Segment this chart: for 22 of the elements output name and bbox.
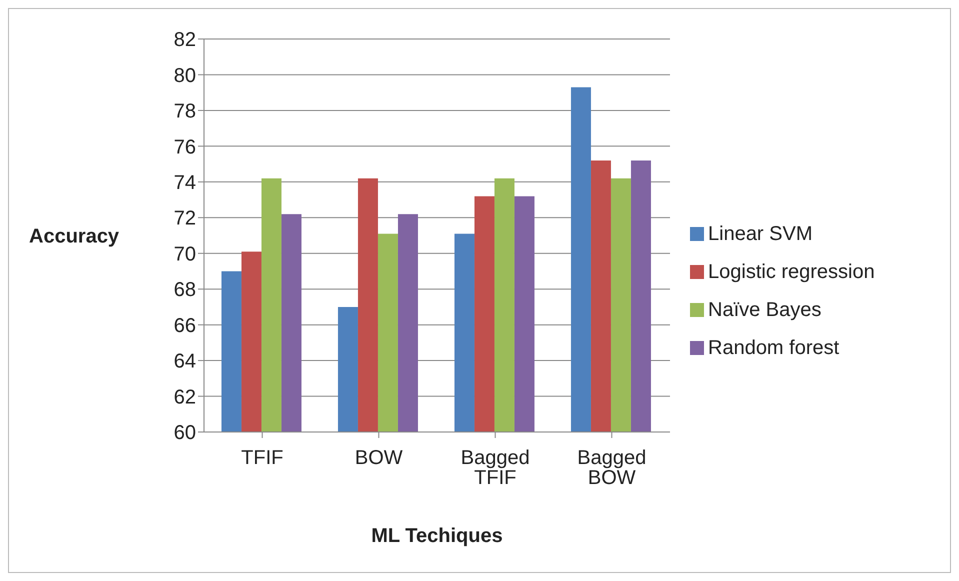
x-tick-label: TFIF bbox=[241, 447, 284, 470]
y-tick-label: 60 bbox=[174, 422, 196, 444]
y-tick-label: 82 bbox=[174, 29, 196, 52]
y-tick-label: 70 bbox=[174, 243, 196, 266]
y-tick-label: 62 bbox=[174, 386, 196, 408]
y-tick-label: 72 bbox=[174, 208, 196, 230]
y-tick-label: 76 bbox=[174, 136, 196, 158]
y-tick-label: 78 bbox=[174, 100, 196, 123]
legend-label: Naïve Bayes bbox=[708, 298, 822, 320]
y-tick-label: 64 bbox=[174, 350, 196, 373]
x-axis-title: ML Techiques bbox=[371, 525, 503, 547]
legend-label: Random forest bbox=[708, 336, 840, 358]
y-tick-label: 74 bbox=[174, 172, 196, 194]
y-tick-label: 68 bbox=[174, 279, 196, 302]
y-axis-title: Accuracy bbox=[29, 226, 120, 248]
x-tick-label: Bagged TFIF bbox=[460, 447, 530, 490]
legend-label: Logistic regression bbox=[708, 260, 875, 282]
x-tick-label: BOW bbox=[354, 447, 403, 470]
legend-label: Linear SVM bbox=[708, 222, 812, 244]
x-tick-label: Bagged BOW bbox=[577, 447, 646, 490]
y-tick-label: 80 bbox=[174, 64, 196, 87]
y-tick-label: 66 bbox=[174, 314, 196, 337]
